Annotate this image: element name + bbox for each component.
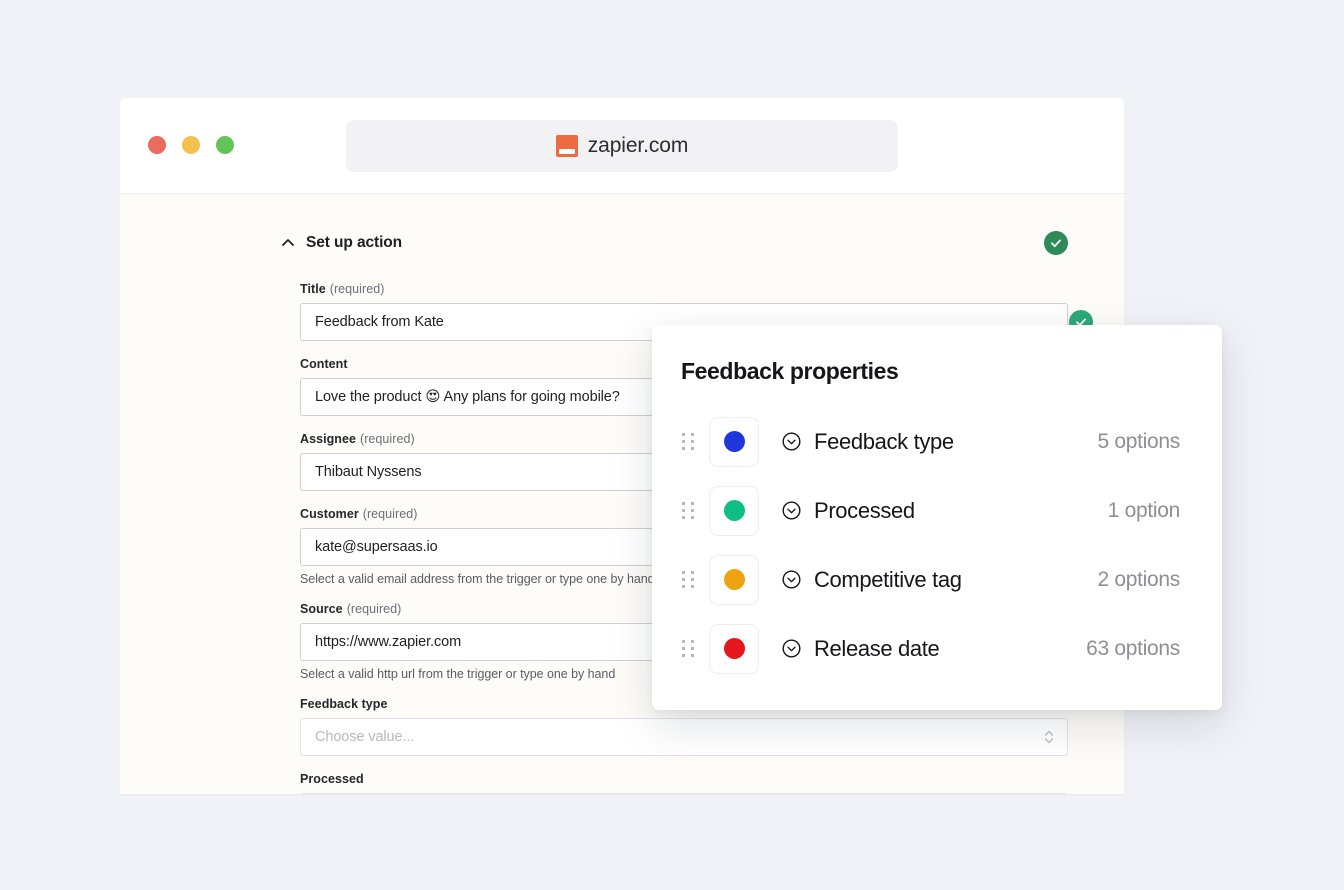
chevron-updown-icon[interactable] xyxy=(1043,728,1055,746)
field-label: Title (required) xyxy=(300,282,1068,296)
feedback-properties-panel: Feedback properties Feedback type 5 opti… xyxy=(652,325,1222,710)
property-option-count: 1 option xyxy=(1107,498,1181,522)
list-item[interactable]: Feedback type 5 options xyxy=(681,407,1180,476)
properties-list: Feedback type 5 options Processed 1 opti… xyxy=(681,407,1180,683)
field-required-note: (required) xyxy=(362,507,418,521)
list-item[interactable]: Processed 1 option xyxy=(681,476,1180,545)
browser-chrome: zapier.com xyxy=(120,98,1124,194)
panel-title: Feedback properties xyxy=(681,358,899,384)
address-bar[interactable]: zapier.com xyxy=(346,120,898,172)
property-option-count: 63 options xyxy=(1086,636,1180,660)
field-label-text: Title xyxy=(300,282,326,296)
chevron-down-circle-icon xyxy=(781,638,802,659)
field-processed: Processed Choose value... xyxy=(300,772,1068,794)
color-dot xyxy=(723,569,745,590)
drag-handle-icon[interactable] xyxy=(681,432,695,451)
field-label-text: Assignee xyxy=(300,432,356,446)
drag-handle-icon[interactable] xyxy=(681,570,695,589)
minimize-button[interactable] xyxy=(182,136,200,154)
drag-handle-icon[interactable] xyxy=(681,639,695,658)
assignee-input-value: Thibaut Nyssens xyxy=(315,464,422,480)
feedback-type-select[interactable]: Choose value... xyxy=(300,718,1068,756)
color-swatch[interactable] xyxy=(709,485,759,536)
color-swatch[interactable] xyxy=(709,554,759,605)
page-title: Set up action xyxy=(306,234,403,251)
chevron-down-circle-icon xyxy=(781,569,802,590)
processed-select[interactable]: Choose value... xyxy=(300,793,1068,794)
content-input-value: Love the product 😍 Any plans for going m… xyxy=(315,389,620,405)
status-badge xyxy=(1044,231,1068,255)
maximize-button[interactable] xyxy=(216,136,234,154)
source-input-value: https://www.zapier.com xyxy=(315,634,462,650)
chevron-up-icon[interactable] xyxy=(280,235,296,251)
color-swatch[interactable] xyxy=(709,623,759,674)
color-swatch[interactable] xyxy=(709,416,759,467)
field-feedback-type: Feedback type Choose value... xyxy=(300,697,1068,756)
field-label-text: Feedback type xyxy=(300,697,388,711)
source-field-hint: Select a valid http url from the trigger… xyxy=(300,667,616,681)
color-dot xyxy=(723,500,745,521)
field-label-text: Customer xyxy=(300,507,359,521)
drag-handle-icon[interactable] xyxy=(681,501,695,520)
field-label: Source (required) xyxy=(300,602,1068,616)
customer-field-hint: Select a valid email address from the tr… xyxy=(300,572,655,586)
window-controls xyxy=(148,136,234,154)
list-item[interactable]: Competitive tag 2 options xyxy=(681,545,1180,614)
field-label: Feedback type xyxy=(300,697,1068,711)
field-label-text: Source xyxy=(300,602,343,616)
field-required-note: (required) xyxy=(329,282,385,296)
customer-input-value: kate@supersaas.io xyxy=(315,539,438,555)
field-label: Processed xyxy=(300,772,1068,786)
property-name: Feedback type xyxy=(814,428,954,454)
property-name: Release date xyxy=(814,635,940,661)
color-dot xyxy=(723,431,745,452)
field-label: Customer (required) xyxy=(300,507,1068,521)
setup-action-header[interactable]: Set up action xyxy=(120,230,1124,256)
property-option-count: 5 options xyxy=(1097,429,1180,453)
chevron-down-circle-icon xyxy=(781,431,802,452)
zapier-favicon-icon xyxy=(555,135,578,157)
list-item[interactable]: Release date 63 options xyxy=(681,614,1180,683)
feedback-type-placeholder: Choose value... xyxy=(315,729,415,745)
field-required-note: (required) xyxy=(346,602,402,616)
field-label-text: Processed xyxy=(300,772,364,786)
property-name: Competitive tag xyxy=(814,566,962,592)
field-label-text: Content xyxy=(300,357,348,371)
color-dot xyxy=(723,638,745,659)
field-label: Content xyxy=(300,357,1068,371)
field-required-note: (required) xyxy=(359,432,415,446)
property-option-count: 2 options xyxy=(1097,567,1180,591)
chevron-down-circle-icon xyxy=(781,500,802,521)
close-button[interactable] xyxy=(148,136,166,154)
address-bar-url: zapier.com xyxy=(587,134,689,157)
title-input-value: Feedback from Kate xyxy=(315,314,444,330)
property-name: Processed xyxy=(814,497,915,523)
field-label: Assignee (required) xyxy=(300,432,1068,446)
